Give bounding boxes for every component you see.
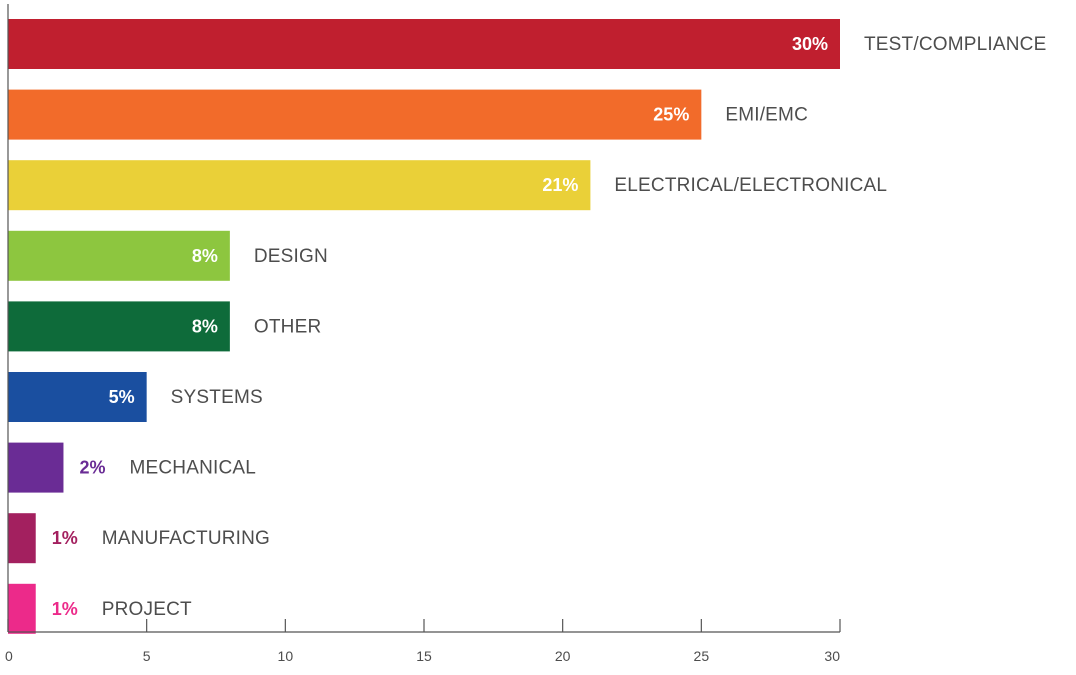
bar-mechanical bbox=[8, 442, 64, 493]
value-label: 1% bbox=[52, 528, 78, 548]
value-label: 25% bbox=[653, 105, 689, 125]
x-tick-label: 20 bbox=[555, 648, 571, 664]
value-label: 5% bbox=[109, 387, 135, 407]
category-label: DESIGN bbox=[254, 246, 328, 267]
bar-design bbox=[8, 230, 230, 281]
category-label: OTHER bbox=[254, 316, 322, 337]
value-label: 21% bbox=[542, 175, 578, 195]
category-label: EMI/EMC bbox=[725, 105, 808, 126]
value-label: 30% bbox=[792, 34, 828, 54]
value-label: 2% bbox=[79, 458, 105, 478]
bar-emi-emc bbox=[8, 89, 702, 140]
x-tick-label: 30 bbox=[824, 648, 840, 664]
value-label: 1% bbox=[52, 599, 78, 619]
category-label: ELECTRICAL/ELECTRONICAL bbox=[614, 175, 887, 196]
value-label: 8% bbox=[192, 316, 218, 336]
bar-manufacturing bbox=[8, 513, 36, 564]
x-tick-label: 0 bbox=[5, 648, 13, 664]
category-label: SYSTEMS bbox=[171, 387, 263, 408]
x-tick-label: 25 bbox=[694, 648, 710, 664]
bar-test-compliance bbox=[8, 19, 840, 69]
category-label: TEST/COMPLIANCE bbox=[864, 34, 1046, 55]
bar-systems bbox=[8, 372, 147, 422]
category-label: MANUFACTURING bbox=[102, 528, 270, 549]
bar-project bbox=[8, 583, 36, 634]
bar-electrical-electronical bbox=[8, 160, 591, 211]
bar-other bbox=[8, 301, 230, 352]
x-tick-label: 10 bbox=[278, 648, 294, 664]
category-label: PROJECT bbox=[102, 599, 192, 620]
x-ticks-group: 0 5 10 15 20 25 30 bbox=[5, 619, 841, 664]
x-tick-label: 5 bbox=[143, 648, 151, 664]
x-tick-label: 15 bbox=[416, 648, 432, 664]
value-label: 8% bbox=[192, 246, 218, 266]
category-label: MECHANICAL bbox=[129, 458, 256, 479]
bars-group: 30% TEST/COMPLIANCE 25% EMI/EMC 21% ELECTRICA… bbox=[8, 19, 1046, 634]
